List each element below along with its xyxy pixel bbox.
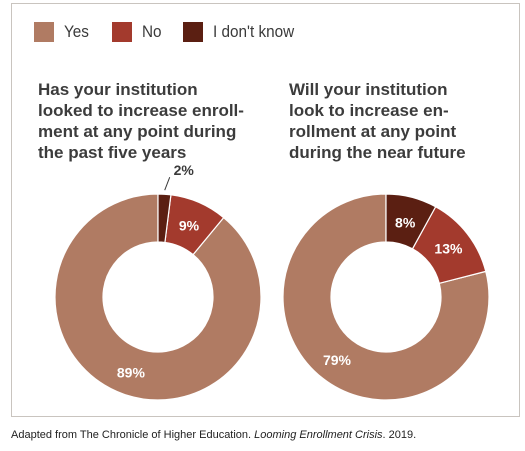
question-title-past: Has your institution looked to increase …	[38, 79, 268, 163]
donut-future-label-no: 13%	[434, 241, 463, 257]
question-title-past-line-2: looked to increase enroll-	[38, 101, 244, 120]
donut-chart-past: 89% 9% 2%	[54, 162, 262, 401]
donut-past-slice-yes	[54, 193, 262, 401]
caption-suffix: . 2019.	[382, 429, 417, 441]
question-title-past-line-4: the past five years	[38, 143, 187, 162]
donut-past-leader-line	[164, 177, 171, 191]
donut-past-label-dont-know: 2%	[174, 162, 195, 178]
source-caption: Adapted from The Chronicle of Higher Edu…	[11, 429, 416, 441]
donut-chart-future: 79% 13% 8%	[282, 193, 490, 401]
chart-legend: Yes No I don't know	[34, 20, 324, 44]
legend-swatch-yes	[34, 22, 54, 42]
donut-future-label-yes: 79%	[323, 352, 352, 368]
question-title-past-line-1: Has your institution	[38, 80, 198, 99]
legend-item-yes: Yes	[34, 22, 92, 42]
legend-item-no: No	[111, 22, 164, 42]
legend-label-no: No	[141, 22, 162, 41]
donut-past-slice-dont-know	[157, 193, 172, 244]
question-title-past-line-3: ment at any point during	[38, 122, 237, 141]
question-title-future-line-4: during the near future	[289, 143, 466, 162]
donut-future-label-dont-know: 8%	[395, 214, 416, 230]
donut-future-slice-dont-know	[385, 193, 437, 250]
question-title-future-line-1: Will your institution	[289, 80, 448, 99]
legend-swatch-no	[111, 22, 132, 42]
caption-prefix: Adapted from The Chronicle of Higher Edu…	[11, 429, 255, 441]
donut-future-slice-yes	[282, 193, 490, 401]
legend-label-yes: Yes	[64, 22, 89, 41]
donut-past-label-no: 9%	[179, 217, 200, 233]
legend-item-dont-know: I don't know	[183, 22, 303, 42]
caption-italic-title: Looming Enrollment Crisis	[254, 429, 383, 441]
legend-swatch-dont-know	[183, 22, 204, 42]
question-title-future: Will your institution look to increase e…	[289, 79, 509, 163]
legend-label-dont-know: I don't know	[213, 22, 295, 41]
question-title-future-line-2: look to increase en-	[289, 101, 449, 120]
donut-past-label-yes: 89%	[117, 364, 146, 380]
question-title-future-line-3: rollment at any point	[289, 122, 457, 141]
